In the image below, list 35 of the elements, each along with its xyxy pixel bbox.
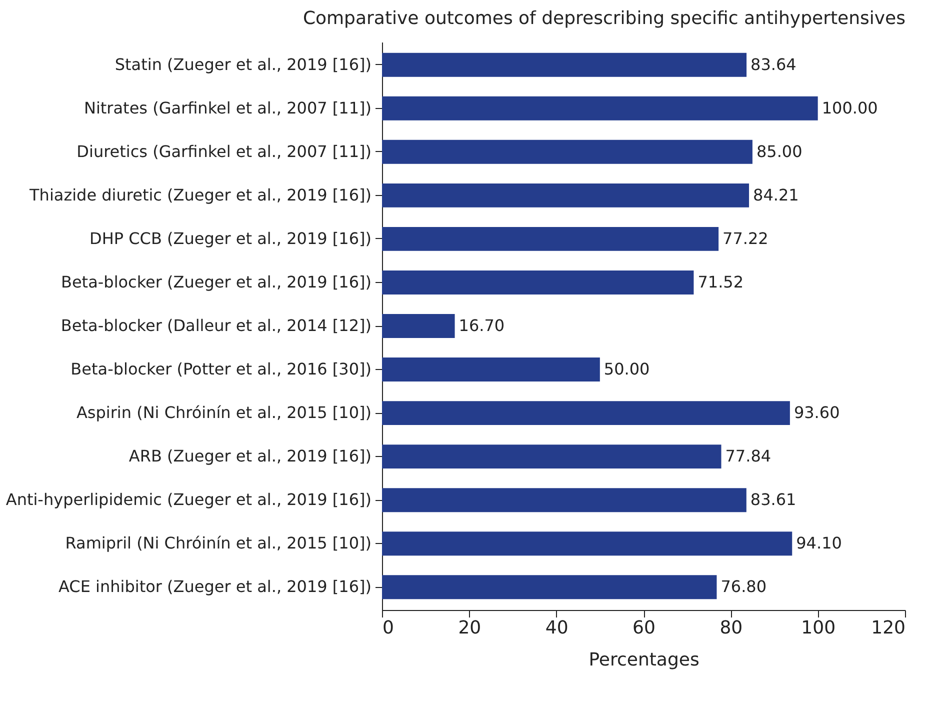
x-tick-label: 80 bbox=[720, 618, 743, 638]
data-label: 16.70 bbox=[458, 316, 505, 335]
data-label: 77.84 bbox=[725, 446, 772, 466]
x-tick-label: 60 bbox=[632, 618, 656, 638]
x-tick-label: 40 bbox=[545, 618, 568, 638]
y-tick-label: Ramipril (Ni Chróinín et al., 2015 [10]) bbox=[65, 534, 372, 553]
data-label: 77.22 bbox=[722, 228, 768, 248]
y-tick-label: Nitrates (Garfinkel et al., 2007 [11]) bbox=[84, 98, 372, 118]
data-label: 94.10 bbox=[796, 534, 842, 553]
x-tick-label: 100 bbox=[801, 618, 836, 638]
x-tick-label: 0 bbox=[382, 618, 394, 638]
y-tick-label: Anti-hyperlipidemic (Zueger et al., 2019 [16]) bbox=[6, 490, 372, 510]
y-tick-label: DHP CCB (Zueger et al., 2019 [16]) bbox=[90, 228, 372, 248]
data-label: 93.60 bbox=[794, 403, 840, 422]
data-label: 71.52 bbox=[698, 272, 744, 292]
y-tick-label: Statin (Zueger et al., 2019 [16]) bbox=[114, 54, 372, 74]
data-label: 83.61 bbox=[750, 490, 796, 510]
y-tick-label: ACE inhibitor (Zueger et al., 2019 [16]) bbox=[58, 577, 372, 596]
data-label: 100.00 bbox=[822, 98, 878, 118]
data-label: 76.80 bbox=[720, 577, 767, 596]
data-label: 50.00 bbox=[604, 360, 650, 379]
data-label: 85.00 bbox=[756, 142, 802, 161]
y-tick-label: Beta-blocker (Dalleur et al., 2014 [12]) bbox=[60, 316, 372, 335]
data-label: 84.21 bbox=[753, 185, 799, 204]
y-tick-label: Aspirin (Ni Chróinín et al., 2015 [10]) bbox=[76, 403, 372, 422]
y-tick-label: Diuretics (Garfinkel et al., 2007 [11]) bbox=[76, 142, 372, 161]
x-tick-label: 120 bbox=[871, 618, 906, 638]
x-tick-label: 20 bbox=[458, 618, 482, 638]
x-axis-title: Percentages bbox=[588, 650, 700, 670]
y-tick-label: ARB (Zueger et al., 2019 [16]) bbox=[128, 446, 372, 466]
data-label: 83.64 bbox=[750, 54, 796, 74]
y-tick-label: Beta-blocker (Zueger et al., 2019 [16]) bbox=[60, 272, 372, 292]
y-tick-label: Beta-blocker (Potter et al., 2016 [30]) bbox=[70, 360, 372, 379]
y-tick-label: Thiazide diuretic (Zueger et al., 2019 [16]) bbox=[28, 185, 372, 204]
chart-title: Comparative outcomes of deprescribing specific antihypertensives bbox=[302, 8, 906, 29]
